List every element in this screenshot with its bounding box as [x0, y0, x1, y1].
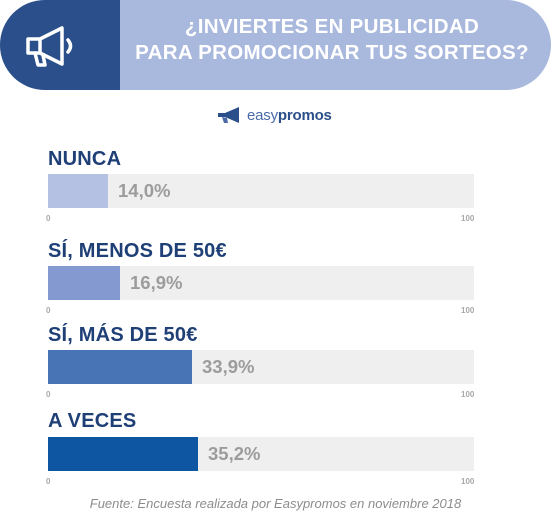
bar-track: 33,9% [48, 350, 474, 384]
bar-fill [48, 174, 108, 208]
bar-value-label: 35,2% [208, 443, 261, 464]
bar-category-label: NUNCA [48, 148, 122, 170]
megaphone-logo-icon [218, 107, 239, 123]
axis-tick-min: 0 [46, 477, 51, 486]
bar-category-label: A VECES [48, 410, 137, 432]
axis-tick-min: 0 [46, 390, 51, 399]
bar-track: 16,9% [48, 266, 474, 300]
axis-tick-max: 100 [461, 214, 475, 223]
brand-name-part2: promos [277, 106, 332, 124]
axis-tick-max: 100 [461, 477, 475, 486]
brand-name: easypromos [247, 107, 332, 124]
source-note: Fuente: Encuesta realizada por Easypromo… [89, 496, 462, 511]
axis-tick-max: 100 [461, 306, 475, 315]
bar-value-label: 33,9% [202, 356, 255, 377]
brand-logo: easypromos [216, 103, 332, 127]
bar-fill [48, 437, 198, 471]
header-arrow [86, 0, 120, 90]
megaphone-icon [26, 26, 73, 67]
title-line-2: PARA PROMOCIONAR TUS SORTEOS? [135, 41, 529, 64]
brand-name-part1: easy [247, 106, 278, 124]
bar-category-label: SÍ, MÁS DE 50€ [48, 324, 198, 346]
bar-category-label: SÍ, MENOS DE 50€ [48, 240, 227, 262]
bar-fill [48, 266, 120, 300]
bar-track: 35,2% [48, 437, 474, 471]
bar-value-label: 14,0% [118, 180, 171, 201]
axis-tick-min: 0 [46, 214, 51, 223]
bar-fill [48, 350, 192, 384]
axis-tick-min: 0 [46, 306, 51, 315]
bar-value-label: 16,9% [130, 272, 183, 293]
axis-tick-max: 100 [461, 390, 475, 399]
bar-track: 14,0% [48, 174, 474, 208]
title-line-1: ¿INVIERTES EN PUBLICIDAD [184, 15, 480, 38]
page-title: ¿INVIERTES EN PUBLICIDAD PARA PROMOCIONA… [122, 14, 542, 66]
